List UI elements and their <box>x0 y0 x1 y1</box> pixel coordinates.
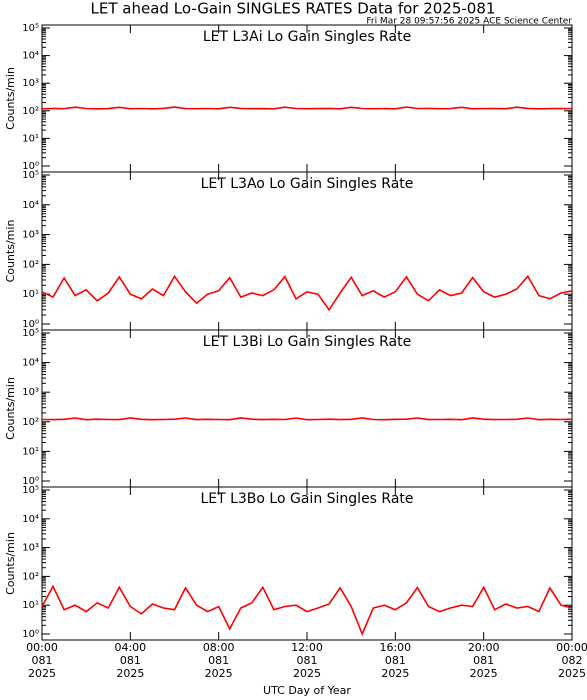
panel-title: LET L3Ao Lo Gain Singles Rate <box>201 176 414 192</box>
x-tick-label: 081 <box>120 654 141 667</box>
y-tick-label: 10⁰ <box>22 319 39 330</box>
y-tick-label: 10⁰ <box>22 629 39 640</box>
y-tick-label: 10⁴ <box>22 51 39 62</box>
panel-frame <box>41 171 573 331</box>
x-tick-label: 081 <box>32 654 53 667</box>
x-tick-label: 081 <box>473 654 494 667</box>
page-subtitle: Fri Mar 28 09:57:56 2025 ACE Science Cen… <box>366 17 572 27</box>
x-axis-label: UTC Day of Year <box>263 684 351 697</box>
y-tick-label: 10¹ <box>22 289 39 300</box>
y-tick-label: 10⁵ <box>22 328 39 339</box>
y-tick-label: 10⁵ <box>22 23 39 34</box>
x-tick-label: 2025 <box>205 667 233 680</box>
panel-frame <box>41 24 573 173</box>
x-tick-label: 16:00 <box>379 641 411 654</box>
y-tick-label: 10⁰ <box>22 476 39 487</box>
y-tick-label: 10⁴ <box>22 358 39 369</box>
page-title: LET ahead Lo-Gain SINGLES RATES Data for… <box>91 0 496 18</box>
x-tick-label: 04:00 <box>114 641 146 654</box>
x-tick-label: 2025 <box>381 667 409 680</box>
y-tick-label: 10² <box>22 571 39 582</box>
y-tick-label: 10⁵ <box>22 485 39 496</box>
data-line <box>41 106 573 110</box>
x-tick-label: 00:00 <box>556 641 587 654</box>
x-tick-label: 081 <box>208 654 229 667</box>
y-tick-label: 10³ <box>22 78 39 89</box>
x-tick-label: 081 <box>385 654 406 667</box>
y-tick-label: 10³ <box>22 230 39 241</box>
y-tick-label: 10⁴ <box>22 200 39 211</box>
y-axis-label: Counts/min <box>4 377 17 440</box>
x-tick-label: 2025 <box>470 667 498 680</box>
y-tick-label: 10⁰ <box>22 161 39 172</box>
x-tick-label: 2025 <box>293 667 321 680</box>
y-tick-label: 10¹ <box>22 446 39 457</box>
y-tick-label: 10⁵ <box>22 170 39 181</box>
data-line <box>41 274 573 312</box>
y-tick-label: 10³ <box>22 387 39 398</box>
y-tick-label: 10³ <box>22 543 39 554</box>
x-tick-label: 2025 <box>28 667 56 680</box>
x-tick-label: 2025 <box>558 667 586 680</box>
x-tick-label: 08:00 <box>203 641 235 654</box>
y-tick-label: 10⁴ <box>22 514 39 525</box>
panel-title: LET L3Ai Lo Gain Singles Rate <box>203 29 411 45</box>
y-tick-label: 10¹ <box>22 133 39 144</box>
y-axis-label: Counts/min <box>4 532 17 595</box>
panel-title: LET L3Bo Lo Gain Singles Rate <box>200 491 413 507</box>
x-tick-label: 2025 <box>116 667 144 680</box>
x-tick-label: 082 <box>562 654 583 667</box>
x-tick-label: 20:00 <box>468 641 500 654</box>
data-line <box>41 584 573 637</box>
y-axis-label: Counts/min <box>4 220 17 283</box>
x-tick-label: 00:00 <box>26 641 58 654</box>
panel-frame <box>41 329 573 488</box>
x-tick-label: 081 <box>297 654 318 667</box>
y-tick-label: 10² <box>22 259 39 270</box>
y-tick-label: 10² <box>22 417 39 428</box>
x-tick-label: 12:00 <box>291 641 323 654</box>
panel-title: LET L3Bi Lo Gain Singles Rate <box>203 334 411 350</box>
y-tick-label: 10¹ <box>22 600 39 611</box>
y-tick-label: 10² <box>22 106 39 117</box>
data-line <box>41 417 573 421</box>
panel-frame <box>41 486 573 641</box>
y-axis-label: Counts/min <box>4 67 17 130</box>
